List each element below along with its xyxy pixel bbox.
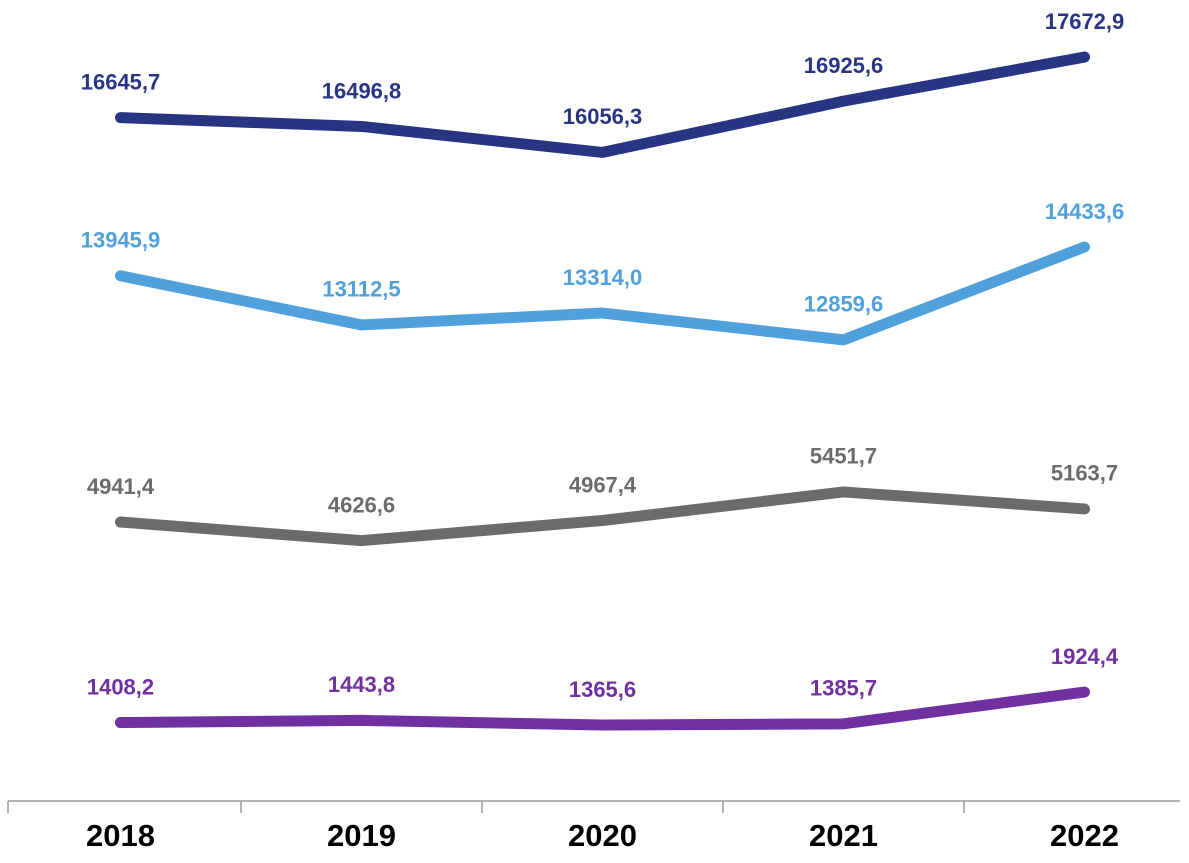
- data-label: 16056,3: [563, 104, 643, 129]
- series-line: [115, 486, 1090, 547]
- data-label: 1443,8: [328, 672, 395, 697]
- data-label: 1365,6: [569, 677, 636, 702]
- data-label: 1408,2: [87, 674, 154, 699]
- data-label: 4967,4: [569, 472, 637, 497]
- data-label: 12859,6: [804, 292, 884, 317]
- x-tick-label: 2020: [568, 818, 637, 853]
- x-tick-label: 2021: [809, 818, 878, 853]
- data-label: 4941,4: [87, 474, 155, 499]
- data-label: 16496,8: [322, 78, 402, 103]
- data-label: 4626,6: [328, 492, 395, 517]
- data-label: 1385,7: [810, 676, 877, 701]
- series-line: [115, 241, 1090, 346]
- series-line: [115, 51, 1090, 158]
- data-label: 16645,7: [81, 69, 161, 94]
- series-line: [115, 686, 1090, 731]
- data-label: 14433,6: [1045, 199, 1125, 224]
- data-label: 17672,9: [1045, 9, 1125, 34]
- data-label: 16925,6: [804, 53, 884, 78]
- data-label: 5451,7: [810, 444, 877, 469]
- data-label: 13112,5: [322, 277, 400, 302]
- data-label: 13314,0: [563, 265, 643, 290]
- data-label: 1924,4: [1051, 644, 1119, 669]
- data-label: 13945,9: [81, 228, 161, 253]
- x-tick-label: 2019: [327, 818, 396, 853]
- x-tick-label: 2022: [1050, 818, 1119, 853]
- data-label: 5163,7: [1051, 461, 1118, 486]
- x-tick-label: 2018: [86, 818, 155, 853]
